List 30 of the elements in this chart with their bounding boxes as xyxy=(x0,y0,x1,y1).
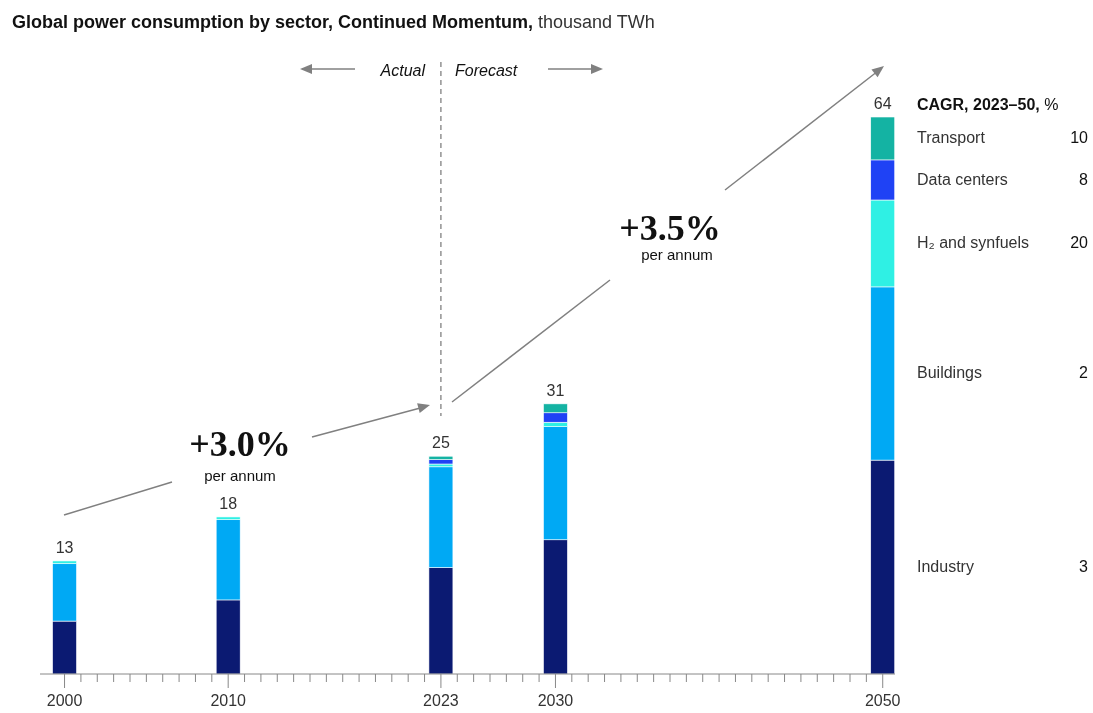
text: 64 xyxy=(873,95,892,112)
text: 10 xyxy=(1070,129,1089,147)
text: Forecast xyxy=(455,62,518,79)
annotation: 18 xyxy=(219,494,238,512)
annotation: +3.0% xyxy=(189,424,291,464)
text: Actual xyxy=(379,62,426,79)
chart-subtitle: thousand TWh xyxy=(533,12,655,32)
x-tick-label: 2030 xyxy=(537,692,574,709)
series-label: Transport xyxy=(917,129,986,147)
annotation: per annum xyxy=(204,467,276,484)
series-label: H₂ and synfuels xyxy=(917,234,1030,252)
text: 20 xyxy=(1070,234,1089,252)
annotation: per annum xyxy=(641,246,713,263)
series-label: Buildings xyxy=(917,364,982,382)
text: 8 xyxy=(1079,170,1089,188)
text: 3 xyxy=(1079,558,1089,576)
bar xyxy=(428,459,454,465)
series-label: Data centers xyxy=(917,170,1008,188)
x-tick-label: 2010 xyxy=(210,692,247,709)
x-tick-label: 2023 xyxy=(423,692,459,709)
legend-title: CAGR, 2023–50, % xyxy=(917,96,1059,113)
annotation: 25 xyxy=(432,434,450,452)
annotation: 13 xyxy=(55,538,74,556)
annotation: 31 xyxy=(546,381,565,399)
annotation: +3.5% xyxy=(619,208,721,248)
x-tick-label: 2000 xyxy=(46,692,83,709)
text: 2 xyxy=(1079,364,1089,382)
x-tick-label: 2050 xyxy=(864,692,901,709)
series-label: Industry xyxy=(917,558,974,576)
chart-title: Global power consumption by sector, Continued Momentum, xyxy=(12,12,534,32)
